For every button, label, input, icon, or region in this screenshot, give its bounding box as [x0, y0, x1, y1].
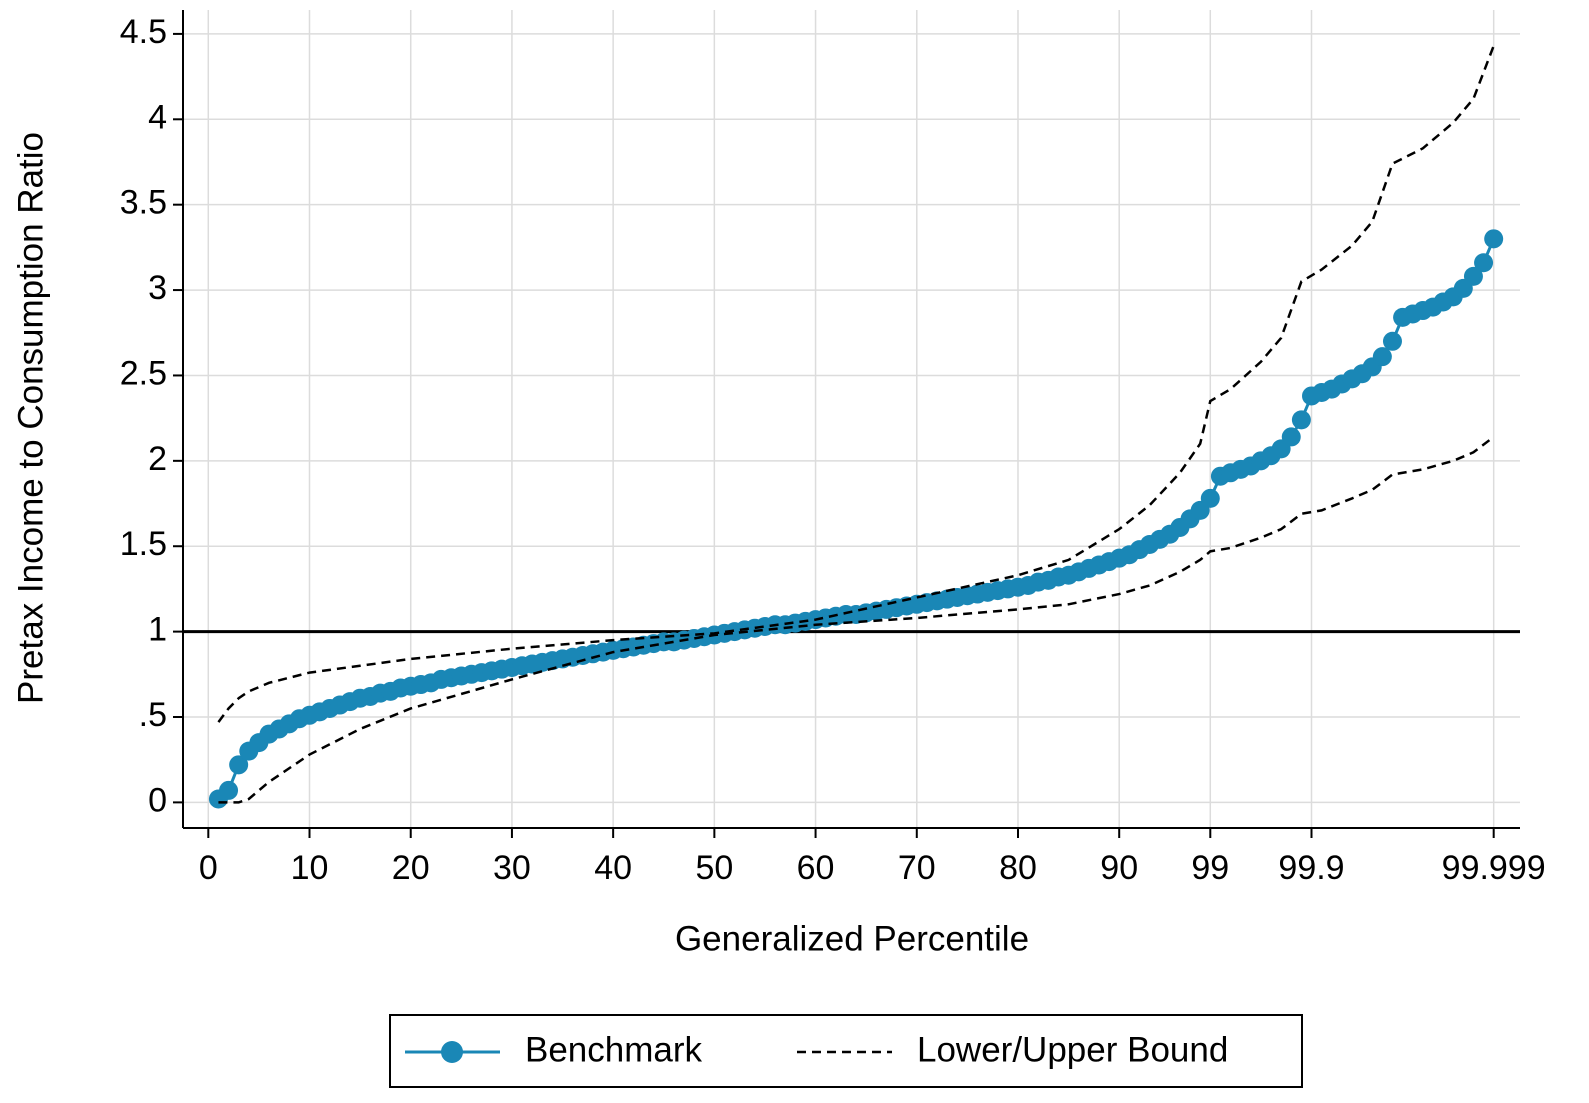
- x-tick-label: 50: [695, 849, 733, 887]
- data-point: [1484, 229, 1504, 249]
- y-tick-label: 4: [148, 98, 167, 136]
- y-tick-label: 2.5: [120, 354, 167, 392]
- legend-marker: [441, 1041, 463, 1063]
- y-axis-title: Pretax Income to Consumption Ratio: [11, 132, 50, 704]
- data-point: [219, 780, 239, 800]
- x-tick-label: 80: [999, 849, 1037, 887]
- y-tick-label: .5: [139, 696, 167, 734]
- x-tick-label: 0: [199, 849, 218, 887]
- legend-label: Lower/Upper Bound: [917, 1030, 1228, 1069]
- data-point: [1291, 410, 1311, 430]
- data-point: [1200, 488, 1220, 508]
- x-tick-label: 99.9: [1278, 849, 1344, 887]
- y-tick-label: 3.5: [120, 184, 167, 222]
- data-point: [1372, 347, 1392, 367]
- x-axis-title: Generalized Percentile: [675, 919, 1029, 958]
- legend-label: Benchmark: [525, 1030, 703, 1069]
- x-tick-label: 20: [392, 849, 430, 887]
- y-tick-label: 1: [148, 611, 167, 649]
- series-line: [217, 238, 1496, 801]
- x-tick-label: 70: [898, 849, 936, 887]
- data-point: [1474, 253, 1494, 273]
- data-point: [1463, 266, 1483, 286]
- y-tick-label: 1.5: [120, 525, 167, 563]
- bound-line: [217, 45, 1495, 723]
- y-tick-label: 0: [148, 781, 167, 819]
- bound-line: [218, 435, 1495, 804]
- x-tick-label: 99: [1191, 849, 1229, 887]
- y-tick-label: 2: [148, 440, 167, 478]
- data-point: [1382, 331, 1402, 351]
- y-tick-label: 4.5: [120, 13, 167, 51]
- x-tick-label: 40: [594, 849, 632, 887]
- x-tick-label: 60: [797, 849, 835, 887]
- y-tick-label: 3: [148, 269, 167, 307]
- data-point: [229, 755, 249, 775]
- data-point: [1281, 427, 1301, 447]
- x-tick-label: 99.999: [1442, 849, 1546, 887]
- x-tick-label: 30: [493, 849, 531, 887]
- x-tick-label: 10: [291, 849, 329, 887]
- x-tick-label: 90: [1100, 849, 1138, 887]
